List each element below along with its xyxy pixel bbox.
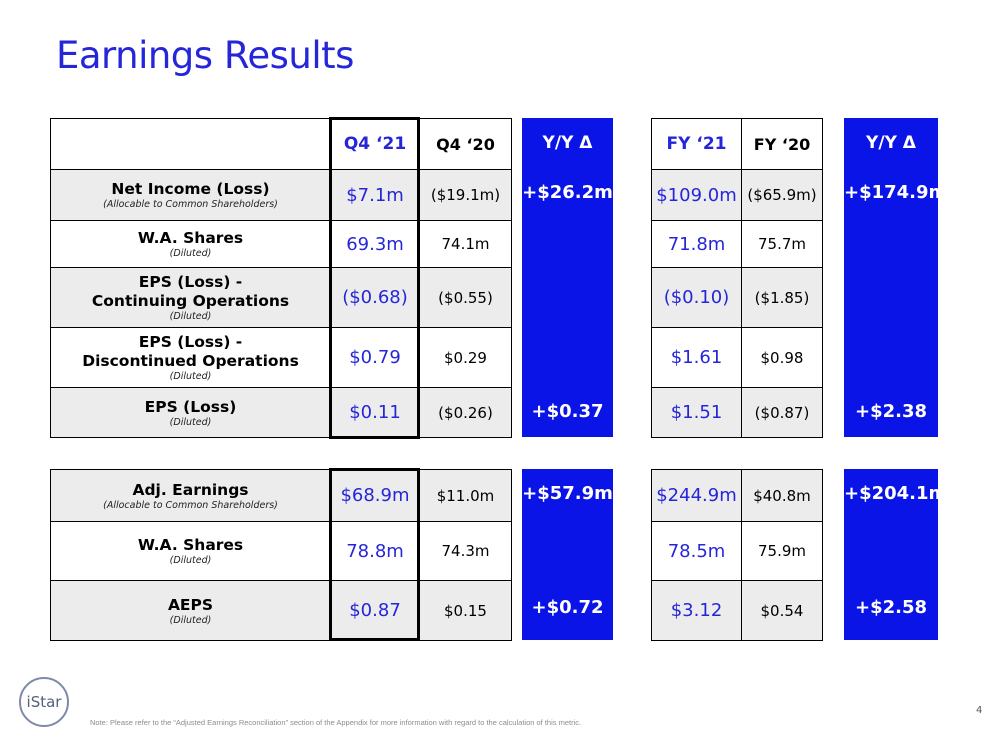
- footnote: Note: Please refer to the “Adjusted Earn…: [90, 718, 582, 727]
- cell-fy-21: 78.5m: [651, 521, 742, 581]
- cell-fy-20: ($65.9m): [741, 169, 823, 221]
- quarter-yoy-column-2: +$57.9m +$0.72: [522, 469, 613, 640]
- cell-fy-21: $1.51: [651, 387, 742, 438]
- row-label: W.A. Shares (Diluted): [50, 220, 331, 268]
- row-label: EPS (Loss) (Diluted): [50, 387, 331, 438]
- cell-fy-20: 75.9m: [741, 521, 823, 581]
- cell-q4-21: $0.11: [330, 387, 420, 438]
- table-row: EPS (Loss) (Diluted) $0.11 ($0.26): [50, 387, 512, 438]
- cell-yoy: +$26.2m: [522, 182, 613, 203]
- cell-q4-21: 69.3m: [330, 220, 420, 268]
- cell-yoy: +$0.37: [531, 401, 604, 422]
- cell-fy-21: $109.0m: [651, 169, 742, 221]
- cell-yoy: +$0.72: [531, 597, 604, 618]
- table2-quarter-block: Adj. Earnings (Allocable to Common Shareh…: [50, 469, 512, 641]
- table-row: W.A. Shares (Diluted) 69.3m 74.1m: [50, 220, 512, 268]
- cell-fy-20: 75.7m: [741, 220, 823, 268]
- table1-fy-block: FY ‘21 FY ‘20 $109.0m ($65.9m) 71.8m 75.…: [651, 118, 823, 438]
- cell-fy-21: $244.9m: [651, 469, 742, 522]
- cell-q4-20: 74.3m: [419, 521, 512, 581]
- cell-q4-21: 78.8m: [330, 521, 420, 581]
- cell-q4-20: ($0.26): [419, 387, 512, 438]
- cell-q4-20: $0.15: [419, 580, 512, 641]
- header-fy-20: FY ‘20: [741, 118, 823, 170]
- cell-fy-20: $0.54: [741, 580, 823, 641]
- table-row: W.A. Shares (Diluted) 78.8m 74.3m: [50, 521, 512, 581]
- header-yoy: Y/Y Δ: [866, 133, 916, 153]
- table-row: $3.12 $0.54: [651, 580, 823, 641]
- quarter-yoy-column: Y/Y Δ +$26.2m +$0.37: [522, 118, 613, 437]
- header-q4-21: Q4 ‘21: [330, 118, 420, 170]
- table-row: $1.61 $0.98: [651, 327, 823, 388]
- table1-quarter-block: Q4 ‘21 Q4 ‘20 Net Income (Loss) (Allocabl…: [50, 118, 512, 438]
- fy-yoy-column-2: +$204.1m +$2.58: [844, 469, 948, 640]
- table-row: EPS (Loss) - Discontinued Operations (Dil…: [50, 327, 512, 388]
- header-fy-21: FY ‘21: [651, 118, 742, 170]
- cell-q4-21: ($0.68): [330, 267, 420, 328]
- row-label: EPS (Loss) - Discontinued Operations (Dil…: [50, 327, 331, 388]
- cell-q4-21: $0.87: [330, 580, 420, 641]
- table-row: AEPS (Diluted) $0.87 $0.15: [50, 580, 512, 641]
- table-row: $1.51 ($0.87): [651, 387, 823, 438]
- table-row: $244.9m $40.8m: [651, 469, 823, 522]
- cell-yoy: +$2.38: [854, 401, 928, 422]
- fy-yoy-column: Y/Y Δ +$174.9m +$2.38: [844, 118, 948, 437]
- page-title: Earnings Results: [56, 34, 354, 77]
- table-row: 78.5m 75.9m: [651, 521, 823, 581]
- cell-yoy: +$204.1m: [844, 483, 948, 504]
- cell-q4-21: $0.79: [330, 327, 420, 388]
- cell-q4-20: ($19.1m): [419, 169, 512, 221]
- table-row: ($0.10) ($1.85): [651, 267, 823, 328]
- row-label: W.A. Shares (Diluted): [50, 521, 331, 581]
- table-row: EPS (Loss) - Continuing Operations (Dilut…: [50, 267, 512, 328]
- cell-q4-20: $11.0m: [419, 469, 512, 522]
- row-label: Adj. Earnings (Allocable to Common Shareh…: [50, 469, 331, 522]
- cell-q4-20: $0.29: [419, 327, 512, 388]
- cell-fy-21: $3.12: [651, 580, 742, 641]
- cell-yoy: +$2.58: [854, 597, 928, 618]
- cell-fy-20: $0.98: [741, 327, 823, 388]
- cell-q4-21: $7.1m: [330, 169, 420, 221]
- istar-logo: iStar: [19, 677, 69, 727]
- cell-fy-21: $1.61: [651, 327, 742, 388]
- cell-fy-20: ($1.85): [741, 267, 823, 328]
- table-row: Adj. Earnings (Allocable to Common Shareh…: [50, 469, 512, 522]
- cell-fy-20: $40.8m: [741, 469, 823, 522]
- cell-fy-21: 71.8m: [651, 220, 742, 268]
- header-q4-20: Q4 ‘20: [419, 118, 512, 170]
- header-blank: [50, 118, 331, 170]
- table-row: $109.0m ($65.9m): [651, 169, 823, 221]
- cell-yoy: +$57.9m: [522, 483, 613, 504]
- header-yoy: Y/Y Δ: [542, 133, 593, 153]
- cell-q4-20: ($0.55): [419, 267, 512, 328]
- cell-q4-20: 74.1m: [419, 220, 512, 268]
- cell-yoy: +$174.9m: [844, 182, 948, 203]
- table-row: 71.8m 75.7m: [651, 220, 823, 268]
- cell-fy-20: ($0.87): [741, 387, 823, 438]
- cell-fy-21: ($0.10): [651, 267, 742, 328]
- table-row: Net Income (Loss) (Allocable to Common Sh…: [50, 169, 512, 221]
- row-label: AEPS (Diluted): [50, 580, 331, 641]
- table2-fy-block: $244.9m $40.8m 78.5m 75.9m $3.12 $0.54: [651, 469, 823, 641]
- row-label: EPS (Loss) - Continuing Operations (Dilut…: [50, 267, 331, 328]
- row-label: Net Income (Loss) (Allocable to Common Sh…: [50, 169, 331, 221]
- page-number: 4: [976, 705, 983, 716]
- cell-q4-21: $68.9m: [330, 469, 420, 522]
